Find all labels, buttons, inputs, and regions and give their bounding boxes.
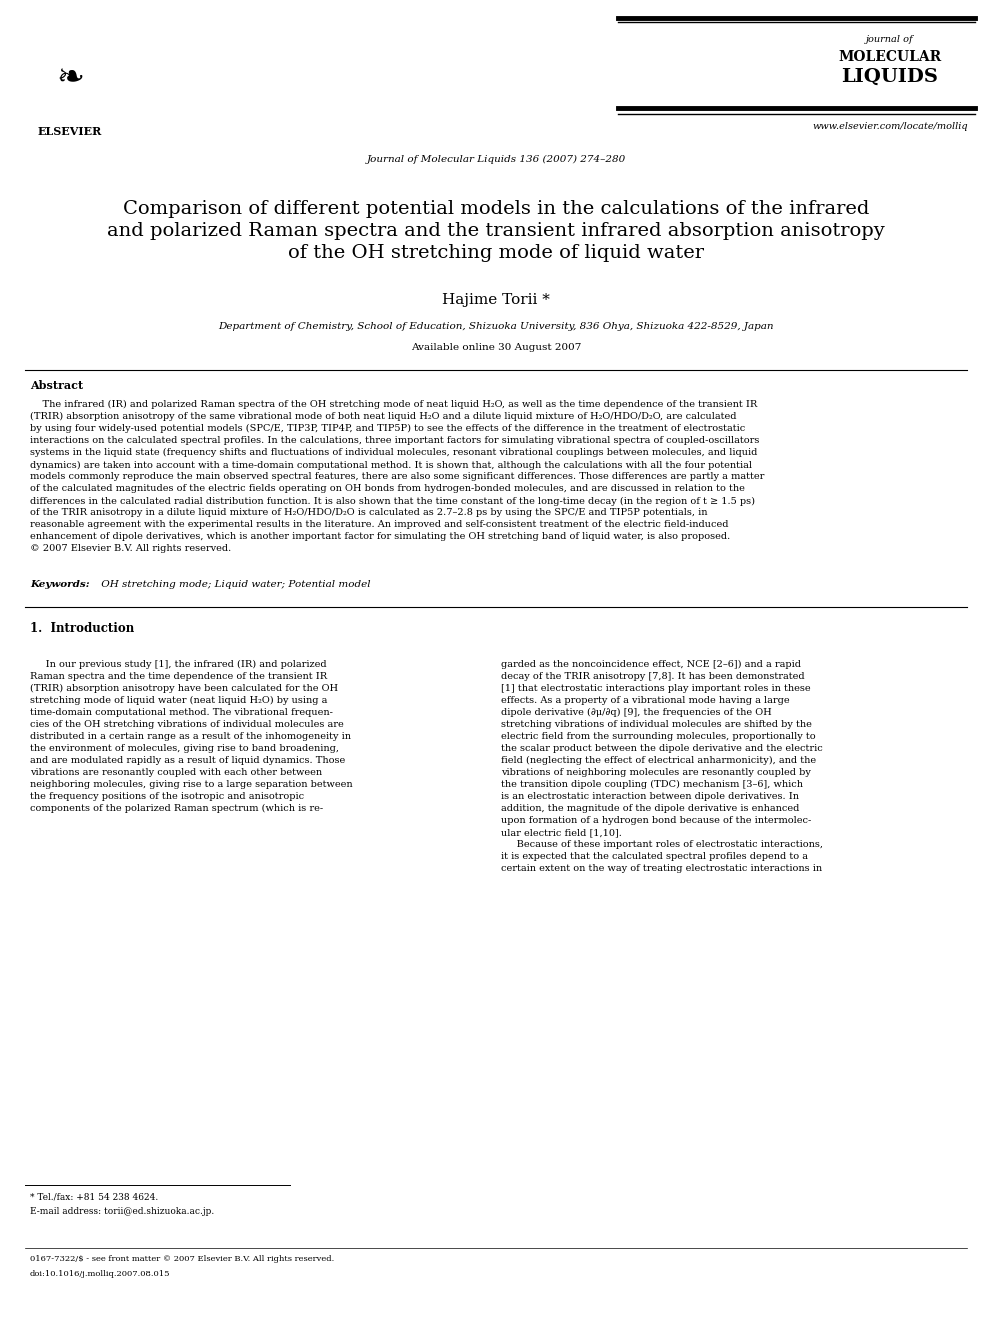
Text: Comparison of different potential models in the calculations of the infrared: Comparison of different potential models… <box>123 200 869 218</box>
Text: OH stretching mode; Liquid water; Potential model: OH stretching mode; Liquid water; Potent… <box>98 579 371 589</box>
Text: * Tel./fax: +81 54 238 4624.: * Tel./fax: +81 54 238 4624. <box>30 1192 159 1201</box>
Text: The infrared (IR) and polarized Raman spectra of the OH stretching mode of neat : The infrared (IR) and polarized Raman sp… <box>30 400 765 553</box>
Text: of the OH stretching mode of liquid water: of the OH stretching mode of liquid wate… <box>288 243 704 262</box>
Text: Journal of Molecular Liquids 136 (2007) 274–280: Journal of Molecular Liquids 136 (2007) … <box>366 155 626 164</box>
Text: ELSEVIER: ELSEVIER <box>38 126 102 138</box>
Text: and polarized Raman spectra and the transient infrared absorption anisotropy: and polarized Raman spectra and the tran… <box>107 222 885 239</box>
Text: journal of: journal of <box>866 34 914 44</box>
Text: E-mail address: torii@ed.shizuoka.ac.jp.: E-mail address: torii@ed.shizuoka.ac.jp. <box>30 1207 214 1216</box>
Text: www.elsevier.com/locate/molliq: www.elsevier.com/locate/molliq <box>812 122 968 131</box>
Text: Department of Chemistry, School of Education, Shizuoka University, 836 Ohya, Shi: Department of Chemistry, School of Educa… <box>218 321 774 331</box>
Text: 0167-7322/$ - see front matter © 2007 Elsevier B.V. All rights reserved.: 0167-7322/$ - see front matter © 2007 El… <box>30 1256 334 1263</box>
Text: Keywords:: Keywords: <box>30 579 89 589</box>
Text: 1.  Introduction: 1. Introduction <box>30 622 134 635</box>
Text: LIQUIDS: LIQUIDS <box>841 67 938 86</box>
Text: ❧: ❧ <box>56 61 84 94</box>
Text: Available online 30 August 2007: Available online 30 August 2007 <box>411 343 581 352</box>
Text: garded as the noncoincidence effect, NCE [2–6]) and a rapid
decay of the TRIR an: garded as the noncoincidence effect, NCE… <box>501 660 823 873</box>
Text: MOLECULAR: MOLECULAR <box>838 50 941 64</box>
Text: doi:10.1016/j.molliq.2007.08.015: doi:10.1016/j.molliq.2007.08.015 <box>30 1270 171 1278</box>
Text: Hajime Torii *: Hajime Torii * <box>442 292 550 307</box>
Text: Abstract: Abstract <box>30 380 83 392</box>
Text: In our previous study [1], the infrared (IR) and polarized
Raman spectra and the: In our previous study [1], the infrared … <box>30 660 352 812</box>
